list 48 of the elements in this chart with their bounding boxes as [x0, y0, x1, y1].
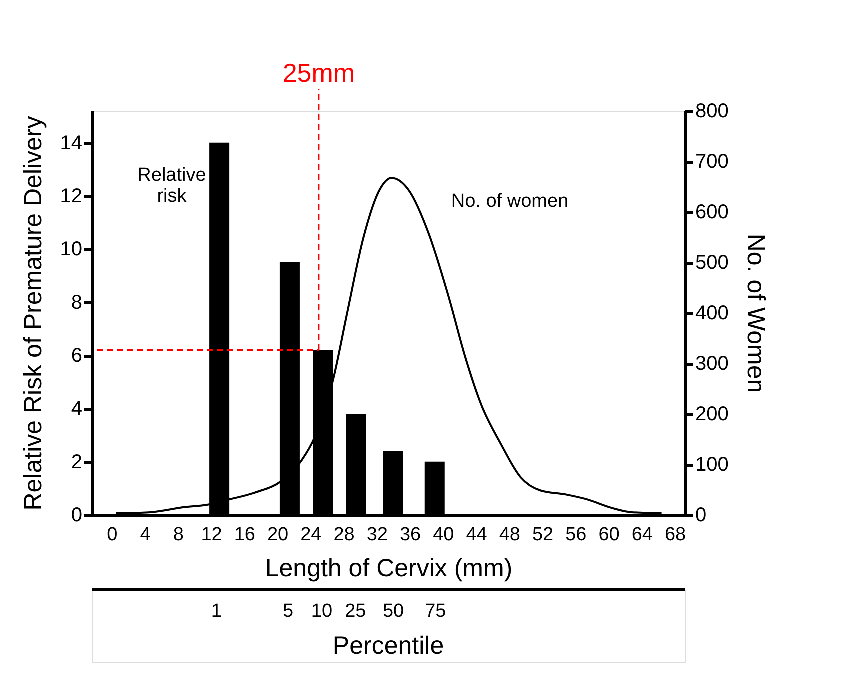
x-tick-label: 60 — [598, 524, 620, 546]
text: 10 — [311, 601, 333, 622]
y-tick-label: 14 — [60, 132, 82, 154]
y2-tick-label: 0 — [696, 504, 707, 526]
y2-tick-label: 100 — [696, 454, 729, 476]
series-label: No. of women — [451, 191, 569, 212]
y-tick-label: 8 — [71, 292, 82, 314]
y-tick-label: 6 — [71, 345, 82, 368]
y2-axis-title: No. of Women — [742, 234, 770, 394]
text: 5 — [282, 601, 294, 622]
x-tick-label: 68 — [664, 524, 686, 546]
x-tick-label: 36 — [400, 524, 422, 546]
x-tick-label: 0 — [107, 524, 118, 546]
x-tick-label: 32 — [366, 524, 388, 546]
y-tick-label: 0 — [71, 504, 82, 526]
text: 1 — [211, 601, 222, 622]
x-tick-label: 40 — [433, 524, 454, 546]
series-label: Relative risk — [138, 165, 206, 207]
x-axis-title: Length of Cervix (mm) — [265, 554, 513, 582]
x-tick-label: 4 — [140, 524, 152, 546]
text: 25 — [345, 601, 366, 622]
text: 75 — [425, 601, 446, 622]
y2-tick-label: 600 — [696, 202, 729, 224]
x-tick-label: 12 — [201, 524, 222, 546]
y2-tick-label: 400 — [696, 302, 729, 324]
text: 50 — [382, 601, 404, 622]
y-axis-title: Relative Risk of Premature Delivery — [19, 116, 48, 511]
x-tick-label: 16 — [234, 524, 256, 546]
y2-tick-label: 500 — [696, 252, 729, 274]
y2-tick-label: 300 — [696, 353, 729, 375]
y-tick-label: 2 — [71, 451, 82, 474]
x-tick-label: 52 — [532, 524, 554, 546]
x-tick-label: 56 — [566, 524, 587, 546]
ref-line-label: 25mm — [282, 58, 356, 88]
x-tick-label: 64 — [632, 524, 654, 546]
y2-tick-label: 200 — [696, 404, 729, 426]
x-tick-label: 48 — [499, 524, 520, 546]
x-tick-label: 44 — [466, 524, 488, 546]
y-tick-label: 4 — [71, 398, 82, 420]
x-tick-label: 28 — [334, 524, 355, 546]
text: Percentile — [332, 632, 444, 660]
x-tick-label: 8 — [173, 524, 184, 546]
x-tick-label: 24 — [300, 524, 322, 546]
y-tick-label: 12 — [60, 186, 82, 208]
y-tick-label: 10 — [60, 238, 82, 261]
y2-tick-label: 800 — [696, 100, 729, 122]
y2-tick-label: 700 — [696, 151, 729, 173]
x-tick-label: 20 — [267, 524, 289, 546]
